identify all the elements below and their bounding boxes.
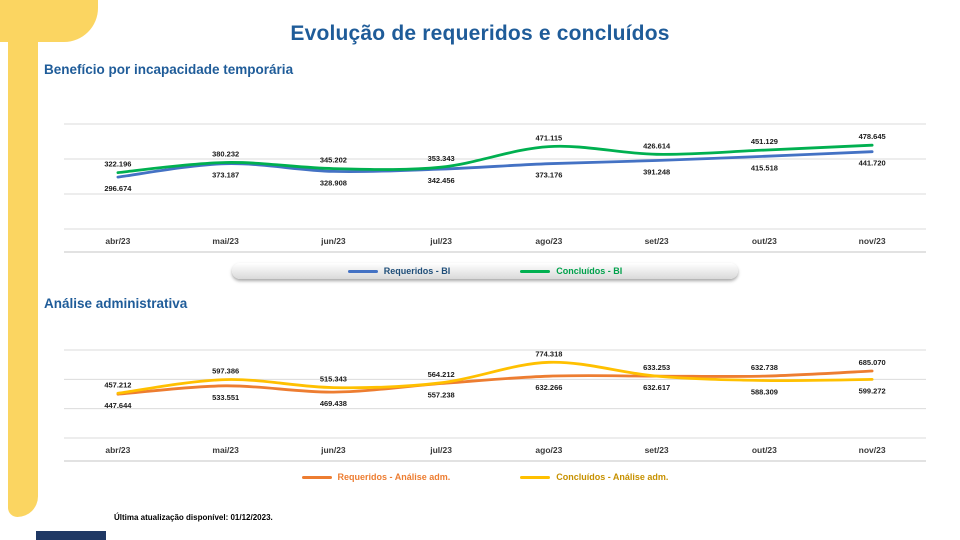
legend-line-swatch: [347, 269, 378, 273]
data-label: 441.720: [859, 159, 886, 168]
chart-title: Análise administrativa: [44, 296, 188, 311]
data-label: 380.232: [212, 149, 239, 158]
x-axis-label: ago/23: [535, 236, 562, 246]
data-label: 632.617: [643, 383, 670, 392]
data-label: 685.070: [859, 358, 886, 367]
series-line: [116, 143, 874, 174]
chart-section-1: Benefício por incapacidade temporária abr…: [42, 62, 928, 279]
legend-label: Concluídos - Análise adm.: [556, 472, 669, 482]
legend-line-swatch: [520, 475, 551, 479]
x-axis-label: set/23: [645, 236, 669, 246]
data-label: 478.645: [859, 132, 886, 141]
chart-legend: Requeridos - Análise adm. Concluídos - An…: [42, 472, 928, 482]
legend-line-swatch: [520, 269, 551, 273]
x-axis-label: jun/23: [320, 445, 346, 455]
data-label: 557.238: [428, 391, 455, 400]
data-label: 533.551: [212, 393, 239, 402]
chart-legend: Requeridos - BI Concluídos - BI: [232, 263, 738, 279]
data-label: 588.309: [751, 387, 778, 396]
data-label: 373.176: [535, 171, 562, 180]
line-chart: abr/23 mai/23 jun/23 jul/23 ago/23 set/23 out/…: [64, 349, 926, 462]
data-label: 345.202: [320, 156, 347, 165]
data-label: 391.248: [643, 168, 670, 177]
yellow-sidebar-decoration: [8, 0, 38, 517]
series-line: [116, 369, 874, 396]
x-axis-label: mai/23: [212, 236, 239, 246]
series-line: [116, 360, 874, 395]
x-axis-label: set/23: [645, 445, 669, 455]
x-axis-label: abr/23: [105, 236, 130, 246]
data-label: 353.343: [428, 154, 455, 163]
data-label: 564.212: [428, 370, 455, 379]
last-update-note: Última atualização disponível: 01/12/202…: [114, 513, 273, 522]
chart-title: Benefício por incapacidade temporária: [44, 62, 294, 77]
chart-section-2: Análise administrativa abr/23 mai/23 jun/23…: [42, 296, 928, 482]
data-label: 597.386: [212, 367, 239, 376]
x-axis-label: out/23: [752, 236, 777, 246]
data-label: 469.438: [320, 399, 347, 408]
navy-footer-bar: [36, 531, 106, 540]
data-label: 632.738: [751, 363, 778, 372]
legend-item: Concluídos - BI: [520, 266, 622, 276]
data-label: 471.115: [536, 134, 563, 143]
data-label: 342.456: [428, 176, 455, 185]
legend-line-swatch: [301, 475, 332, 479]
data-label: 451.129: [751, 137, 778, 146]
x-axis-label: nov/23: [859, 445, 886, 455]
data-label: 415.518: [751, 163, 778, 172]
legend-label: Requeridos - BI: [383, 266, 451, 276]
legend-item: Concluídos - Análise adm.: [520, 472, 668, 482]
data-label: 322.196: [104, 160, 131, 169]
x-axis-label: ago/23: [535, 445, 562, 455]
data-label: 515.343: [320, 375, 347, 384]
page-title: Evolução de requeridos e concluídos: [290, 22, 670, 45]
x-axis-label: abr/23: [105, 445, 130, 455]
x-axis-label: mai/23: [212, 445, 239, 455]
legend-item: Requeridos - BI: [347, 266, 451, 276]
data-label: 426.614: [643, 141, 671, 150]
x-axis-label: jul/23: [429, 236, 452, 246]
data-label: 373.187: [212, 171, 239, 180]
data-label: 632.266: [535, 383, 562, 392]
legend-label: Requeridos - Análise adm.: [337, 472, 451, 482]
x-axis-label: jun/23: [320, 236, 346, 246]
data-label: 328.908: [320, 178, 347, 187]
data-label: 599.272: [859, 386, 886, 395]
line-chart: abr/23 mai/23 jun/23 jul/23 ago/23 set/23 out/…: [64, 123, 926, 253]
legend-item: Requeridos - Análise adm.: [301, 472, 451, 482]
data-label: 774.318: [535, 349, 562, 358]
data-label: 296.674: [104, 184, 132, 193]
data-label: 447.644: [104, 401, 132, 410]
x-axis-label: nov/23: [859, 236, 886, 246]
data-label: 633.253: [643, 363, 670, 372]
legend-label: Concluídos - BI: [556, 266, 623, 276]
x-axis-label: out/23: [752, 445, 777, 455]
data-label: 457.212: [104, 380, 131, 389]
x-axis-label: jul/23: [429, 445, 452, 455]
